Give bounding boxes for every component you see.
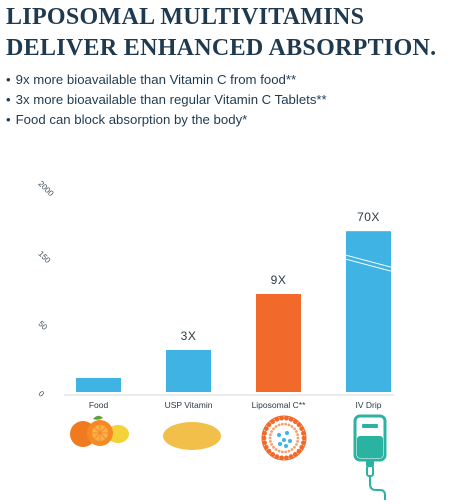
data-label: 9X	[271, 273, 287, 287]
bar-iv-drip	[346, 231, 391, 392]
benefit-item-2: 3x more bioavailable than regular Vitami…	[6, 90, 327, 110]
lipid-head	[289, 417, 294, 422]
x-category-label: IV Drip	[356, 400, 382, 410]
y-tick-label: 2000	[36, 179, 55, 198]
lipid-head	[279, 416, 284, 421]
benefit-list: 9x more bioavailable than Vitamin C from…	[6, 70, 327, 130]
orange-fruit-icon	[70, 416, 129, 447]
lipid-head	[269, 440, 272, 443]
lipid-head	[262, 436, 267, 441]
nutrient-dot	[284, 444, 288, 448]
iv-bag-icon	[355, 416, 385, 500]
lipid-head	[293, 452, 298, 457]
x-category-label: USP Vitamin	[165, 400, 213, 410]
y-tick-label: 150	[36, 249, 52, 265]
lipid-head	[293, 419, 298, 424]
lipid-head	[270, 452, 275, 457]
lipid-head	[275, 454, 280, 459]
lipid-head	[281, 423, 284, 426]
nutrient-dot	[277, 433, 281, 437]
lipid-head	[269, 437, 272, 440]
x-category-label: Liposomal C**	[252, 400, 307, 410]
lipid-head	[288, 450, 291, 453]
lipid-head	[279, 455, 284, 460]
lipid-head	[278, 424, 281, 427]
lipid-head	[264, 445, 269, 450]
lipid-head	[297, 449, 302, 454]
headline: LIPOSOMAL MULTIVITAMINS DELIVER ENHANCED…	[6, 2, 458, 64]
category-icons	[0, 410, 460, 504]
lipid-head	[293, 427, 296, 430]
lipid-head	[269, 433, 272, 436]
lipid-head	[281, 450, 284, 453]
nutrient-dot	[278, 442, 282, 446]
lipid-head	[296, 440, 299, 443]
y-axis: 0 50 150 2000	[36, 179, 55, 399]
lipid-head	[291, 425, 294, 428]
lipid-head	[267, 449, 272, 454]
lipid-head	[275, 448, 278, 451]
lipid-head	[278, 450, 281, 453]
lipid-head	[301, 431, 306, 436]
lipid-head	[267, 422, 272, 427]
lipid-head	[302, 436, 307, 441]
bar-liposomal-c	[256, 294, 301, 392]
lipid-head	[270, 419, 275, 424]
data-label: 70X	[357, 210, 380, 224]
nutrient-dot	[288, 439, 292, 443]
lipid-head	[297, 437, 300, 440]
nutrient-dot	[282, 438, 286, 442]
lipid-head	[275, 425, 278, 428]
lipid-head	[272, 446, 275, 449]
liposome-icon	[262, 416, 307, 461]
lipid-head	[284, 450, 287, 453]
bar-food	[76, 378, 121, 392]
lipid-head	[262, 431, 267, 436]
y-tick-label: 50	[36, 319, 49, 332]
lipid-head	[284, 423, 287, 426]
lipid-head	[293, 446, 296, 449]
lipid-head	[297, 422, 302, 427]
x-axis-categories: Food USP Vitamin Liposomal C** IV Drip	[89, 400, 382, 410]
lipid-head	[291, 448, 294, 451]
lipid-head	[262, 440, 267, 445]
benefit-item-1: 9x more bioavailable than Vitamin C from…	[6, 70, 327, 90]
lipid-head	[301, 440, 306, 445]
data-label: 3X	[181, 329, 197, 343]
headline-line-1: LIPOSOMAL MULTIVITAMINS	[6, 2, 458, 33]
lipid-head	[289, 454, 294, 459]
lipid-head	[272, 427, 275, 430]
lipid-head	[284, 455, 289, 460]
bar-series	[76, 231, 391, 392]
lipid-head	[299, 445, 304, 450]
bar-usp-vitamin	[166, 350, 211, 392]
lipid-head	[275, 417, 280, 422]
nutrient-dot	[285, 431, 289, 435]
lipid-head	[288, 424, 291, 427]
lipid-head	[299, 426, 304, 431]
benefit-item-3: Food can block absorption by the body*	[6, 110, 327, 130]
lipid-head	[295, 443, 298, 446]
lipid-head	[264, 426, 269, 431]
lipid-head	[296, 433, 299, 436]
lipid-head	[295, 430, 298, 433]
headline-line-2: DELIVER ENHANCED ABSORPTION.	[6, 33, 458, 64]
x-category-label: Food	[89, 400, 109, 410]
y-tick-label: 0	[36, 389, 46, 399]
lipid-head	[270, 430, 273, 433]
lipid-head	[270, 443, 273, 446]
tablet-icon	[163, 422, 221, 450]
lipid-head	[284, 416, 289, 421]
bioavailability-bar-chart: 0 50 150 2000 3X 9X 70X Food USP Vitamin Liposo…	[0, 140, 460, 410]
